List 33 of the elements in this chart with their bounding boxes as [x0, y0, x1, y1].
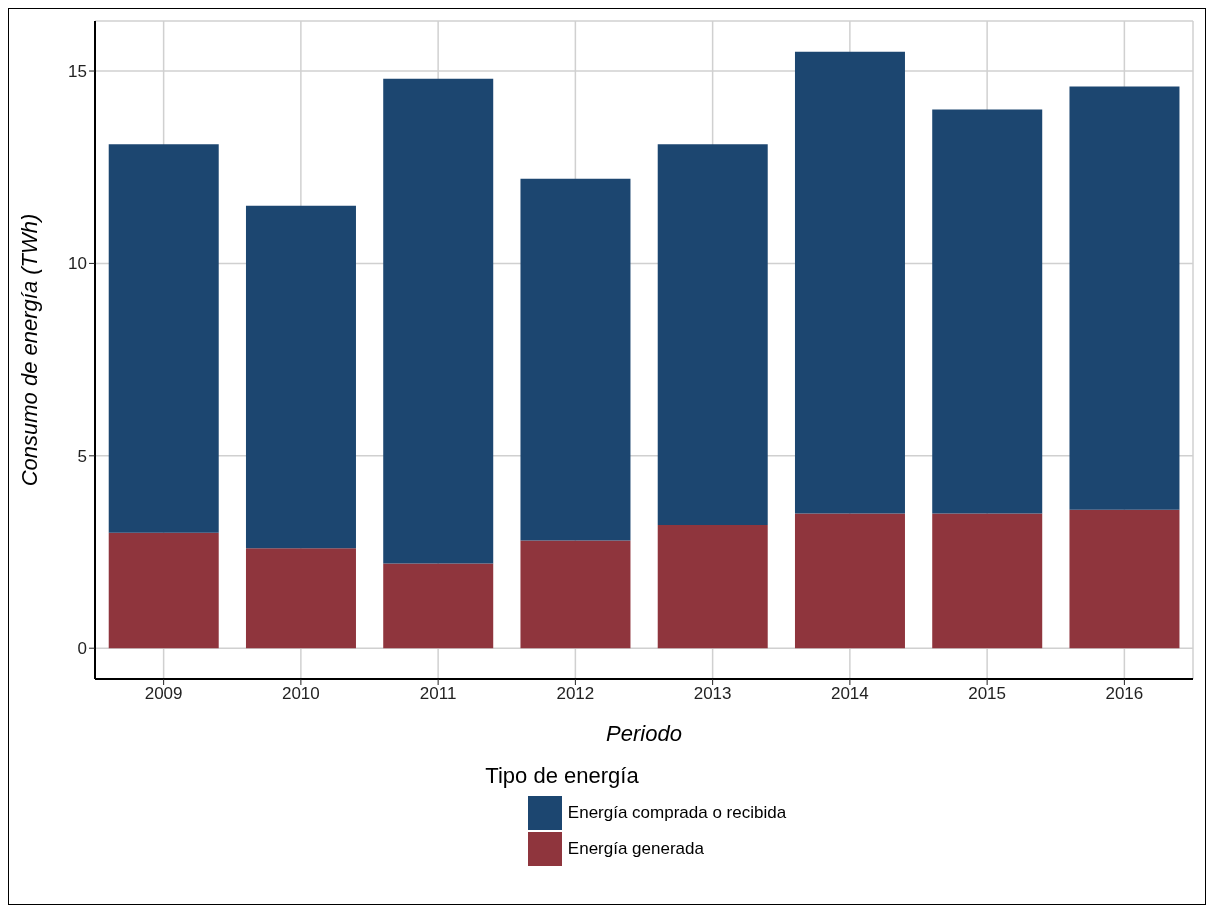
x-tick-label: 2010	[281, 684, 320, 704]
bar	[1069, 509, 1180, 649]
bar	[1069, 86, 1180, 510]
bar	[657, 144, 768, 526]
legend-title: Tipo de energía	[485, 763, 639, 789]
y-tick-label: 15	[68, 62, 87, 82]
bar	[932, 513, 1043, 649]
x-tick-label: 2011	[419, 684, 457, 704]
x-tick-label: 2015	[968, 684, 1007, 704]
x-tick-label: 2009	[144, 684, 183, 704]
y-tick-label: 10	[68, 254, 87, 274]
x-tick-label: 2016	[1105, 684, 1144, 704]
y-axis-title: Consumo de energía (TWh)	[16, 213, 42, 487]
bar	[657, 525, 768, 649]
bar	[794, 51, 905, 514]
bar	[245, 205, 356, 549]
y-tick-label: 5	[77, 446, 87, 466]
y-tick-label: 0	[77, 639, 87, 659]
bar	[794, 513, 905, 649]
bar	[245, 548, 356, 649]
x-tick-label: 2012	[556, 684, 595, 704]
bar	[383, 78, 494, 564]
bar	[520, 178, 631, 541]
bar	[932, 109, 1043, 514]
bar	[520, 540, 631, 649]
x-axis-title: Periodo	[606, 721, 682, 746]
bar	[383, 563, 494, 649]
x-tick-label: 2014	[830, 684, 869, 704]
bar	[108, 532, 219, 649]
legend-label: Energía generada	[567, 839, 704, 859]
x-tick-label: 2013	[693, 684, 732, 704]
legend-label: Energía comprada o recibida	[567, 803, 787, 823]
bar	[108, 144, 219, 533]
